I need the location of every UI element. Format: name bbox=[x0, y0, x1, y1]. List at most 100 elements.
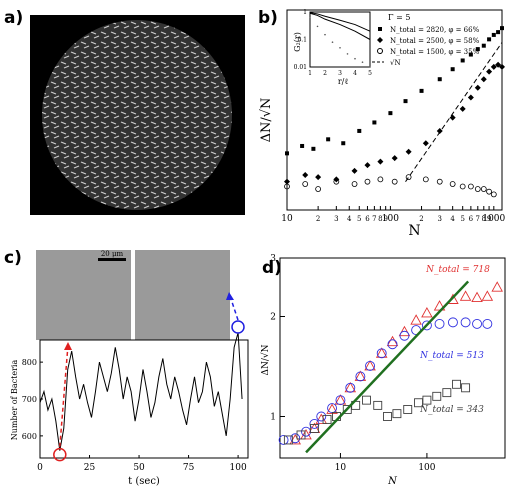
panel-a-letter: a) bbox=[4, 8, 24, 28]
panel-c: 0 25 50 75 100 600 700 800 t (sec) Number of Bact… bbox=[10, 250, 249, 487]
x-tick-label: 8 bbox=[482, 215, 486, 223]
point-square bbox=[311, 146, 316, 151]
x-tick-label: 2 bbox=[419, 215, 423, 223]
inset-x-tick-label: 1 bbox=[308, 70, 312, 77]
point-square bbox=[450, 67, 455, 72]
point-circle bbox=[351, 181, 358, 187]
inset-x-tick-label: 3 bbox=[338, 70, 342, 77]
point-diamond bbox=[459, 105, 466, 112]
point-triangle bbox=[315, 413, 328, 424]
point-circle bbox=[377, 176, 384, 183]
red-dashed-arrow bbox=[59, 344, 69, 447]
inset-x-label: r/ℓ bbox=[338, 77, 349, 86]
x-tick-label: 0 bbox=[37, 463, 43, 473]
point-circle bbox=[399, 330, 410, 341]
x-tick-label: 100 bbox=[230, 463, 247, 473]
point-triangle bbox=[334, 394, 347, 405]
point-square bbox=[442, 388, 452, 398]
blue-circle-annotation bbox=[231, 320, 245, 334]
panel-d: N_total = 718 N_total = 513 N_total = 343 1… bbox=[260, 254, 506, 487]
point-circle bbox=[284, 183, 290, 190]
bacteria-disk bbox=[42, 20, 232, 210]
point-diamond bbox=[377, 158, 384, 165]
y-tick-label: 3 bbox=[270, 254, 276, 264]
point-square bbox=[300, 143, 305, 148]
y-axis-label: Number of Bacteria bbox=[10, 360, 19, 441]
legend-marker bbox=[377, 48, 383, 54]
point-circle bbox=[474, 186, 481, 192]
point-square bbox=[392, 409, 402, 419]
point-circle bbox=[422, 176, 429, 183]
series-sqrt-line bbox=[405, 42, 503, 182]
point-triangle bbox=[491, 281, 503, 292]
point-circle bbox=[467, 183, 474, 190]
x-tick-label: 6 bbox=[469, 215, 474, 223]
point-circle bbox=[486, 188, 492, 195]
point-circle bbox=[278, 434, 289, 445]
point-diamond bbox=[315, 174, 322, 181]
series-label: N_total = 718 bbox=[425, 265, 490, 275]
point-circle bbox=[460, 317, 471, 328]
x-tick-label: 8 bbox=[378, 215, 382, 223]
legend-marker bbox=[378, 27, 382, 31]
point-circle bbox=[355, 371, 366, 382]
point-square bbox=[362, 395, 371, 405]
inset-y-tick-label: 1 bbox=[303, 9, 307, 16]
x-tick-label: 7 bbox=[372, 215, 376, 223]
point-square bbox=[460, 58, 465, 63]
point-square bbox=[491, 32, 496, 37]
panel-a bbox=[30, 15, 245, 215]
point-diamond bbox=[364, 162, 371, 169]
point-circle bbox=[436, 178, 443, 185]
red-arrow-head bbox=[64, 342, 72, 350]
point-circle bbox=[316, 411, 327, 422]
y-tick-label: 2 bbox=[270, 312, 276, 322]
point-square bbox=[372, 120, 377, 125]
inset-point bbox=[331, 41, 334, 43]
x-tick-label: 100 bbox=[382, 214, 399, 224]
point-square bbox=[461, 383, 471, 393]
y-axis-label: ΔN/√N bbox=[260, 344, 271, 375]
red-circle-annotation bbox=[53, 447, 67, 462]
point-circle bbox=[421, 320, 432, 331]
legend: Γ = 5 N_total = 2820, φ = 66% N_total = 25… bbox=[372, 13, 480, 67]
point-circle bbox=[482, 318, 493, 329]
point-circle bbox=[333, 178, 340, 185]
point-triangle bbox=[421, 307, 433, 318]
point-triangle bbox=[410, 314, 422, 325]
point-triangle bbox=[300, 429, 312, 440]
point-square bbox=[326, 137, 331, 142]
point-triangle bbox=[375, 347, 388, 358]
x-tick-label: 10 bbox=[335, 463, 347, 473]
x-tick-label: 75 bbox=[183, 463, 195, 473]
point-triangle bbox=[344, 381, 357, 393]
point-diamond bbox=[405, 148, 412, 155]
point-circle bbox=[345, 382, 356, 393]
x-axis-label: N bbox=[408, 223, 420, 239]
fit-line bbox=[305, 280, 470, 454]
point-square bbox=[432, 391, 442, 401]
point-square bbox=[437, 77, 442, 82]
x-tick-label: 100 bbox=[418, 463, 435, 473]
time-series-line bbox=[39, 332, 243, 451]
y-tick-label: 800 bbox=[22, 358, 37, 367]
point-square bbox=[419, 88, 424, 93]
point-square bbox=[383, 412, 392, 421]
blue-arrow-head bbox=[226, 292, 234, 300]
point-circle bbox=[387, 339, 398, 350]
point-square bbox=[403, 405, 413, 414]
point-diamond bbox=[302, 172, 309, 179]
legend-marker bbox=[377, 37, 383, 43]
point-circle bbox=[335, 395, 346, 406]
point-square bbox=[296, 430, 306, 440]
y-tick-label: 1 bbox=[270, 412, 276, 422]
point-circle bbox=[447, 317, 458, 328]
x-tick-label: 50 bbox=[133, 463, 145, 473]
inset-x-tick-label: 2 bbox=[323, 70, 327, 77]
x-tick-label: 9 bbox=[487, 215, 491, 223]
inset-point bbox=[369, 66, 371, 68]
x-tick-label: 10 bbox=[281, 214, 293, 224]
x-axis-label: N bbox=[387, 476, 398, 487]
